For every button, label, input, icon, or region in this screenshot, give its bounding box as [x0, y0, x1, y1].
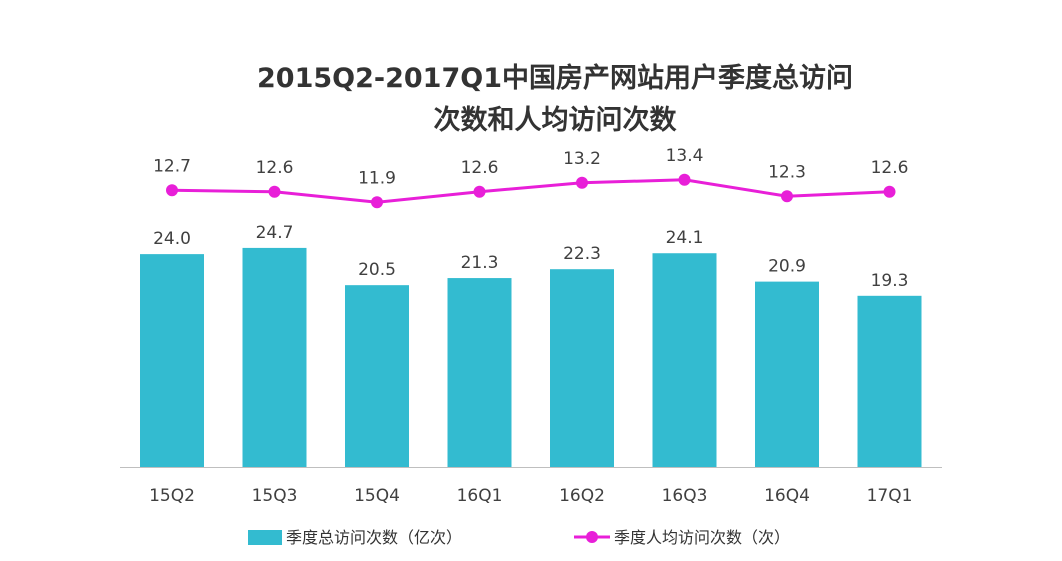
line-point-16Q3 — [678, 173, 691, 186]
bar-15Q2 — [140, 254, 204, 467]
line-label-15Q2: 12.7 — [153, 156, 191, 176]
line-label-15Q3: 12.6 — [256, 158, 294, 178]
x-tick-15Q3: 15Q3 — [252, 486, 298, 506]
legend-bar-swatch — [248, 530, 282, 545]
bar-series — [140, 247, 922, 467]
line-label-17Q1: 12.6 — [871, 158, 909, 178]
line-point-16Q1 — [473, 185, 486, 198]
bar-17Q1 — [857, 295, 922, 467]
line-point-15Q4 — [371, 196, 383, 209]
legend-line-marker — [586, 531, 598, 543]
legend-line-label: 季度人均访问次数（次） — [614, 528, 790, 547]
line-label-16Q1: 12.6 — [461, 158, 499, 178]
bar-data-labels: 24.0 24.7 20.5 21.3 22.3 24.1 20.9 19.3 — [153, 223, 908, 291]
bar-label-17Q1: 19.3 — [871, 271, 909, 291]
line-point-16Q4 — [781, 190, 793, 203]
chart-title-line-2: 次数和人均访问次数 — [433, 105, 677, 136]
chart-title-line-1: 2015Q2-2017Q1中国房产网站用户季度总访问 — [257, 63, 853, 94]
bar-16Q3 — [652, 253, 717, 467]
x-tick-labels: 15Q2 15Q3 15Q4 16Q1 16Q2 16Q3 16Q4 17Q1 — [149, 486, 912, 506]
legend: 季度总访问次数（亿次） 季度人均访问次数（次） — [248, 528, 790, 547]
bar-label-16Q3: 24.1 — [666, 228, 704, 248]
line-label-16Q3: 13.4 — [666, 146, 704, 166]
line-series — [166, 173, 896, 209]
x-tick-16Q4: 16Q4 — [764, 486, 810, 506]
x-tick-16Q2: 16Q2 — [559, 486, 605, 506]
bar-label-16Q4: 20.9 — [768, 257, 806, 277]
line-point-15Q3 — [268, 185, 281, 198]
line-point-15Q2 — [166, 184, 178, 197]
bar-label-16Q2: 22.3 — [563, 244, 601, 264]
x-tick-15Q4: 15Q4 — [354, 486, 400, 506]
bar-label-16Q1: 21.3 — [461, 253, 499, 273]
line-label-15Q4: 11.9 — [358, 168, 396, 188]
bar-16Q1 — [447, 278, 512, 467]
x-tick-17Q1: 17Q1 — [867, 486, 913, 506]
bar-label-15Q2: 24.0 — [153, 229, 191, 249]
line-point-17Q1 — [883, 185, 896, 198]
x-tick-16Q3: 16Q3 — [662, 486, 708, 506]
bar-16Q2 — [550, 269, 614, 467]
line-label-16Q2: 13.2 — [563, 149, 601, 169]
bar-label-15Q4: 20.5 — [358, 260, 396, 280]
line-path — [171, 178, 890, 204]
legend-bar-label: 季度总访问次数（亿次） — [286, 528, 462, 547]
chart-title: 2015Q2-2017Q1中国房产网站用户季度总访问 次数和人均访问次数 — [0, 58, 1062, 142]
bar-15Q3 — [242, 247, 307, 467]
x-tick-15Q2: 15Q2 — [149, 486, 195, 506]
x-tick-16Q1: 16Q1 — [457, 486, 503, 506]
line-point-16Q2 — [576, 176, 588, 189]
bar-15Q4 — [345, 285, 409, 467]
line-data-labels: 12.7 12.6 11.9 12.6 13.2 13.4 12.3 12.6 — [153, 146, 908, 189]
bar-label-15Q3: 24.7 — [256, 223, 294, 243]
line-label-16Q4: 12.3 — [768, 162, 806, 182]
bar-16Q4 — [755, 281, 819, 467]
